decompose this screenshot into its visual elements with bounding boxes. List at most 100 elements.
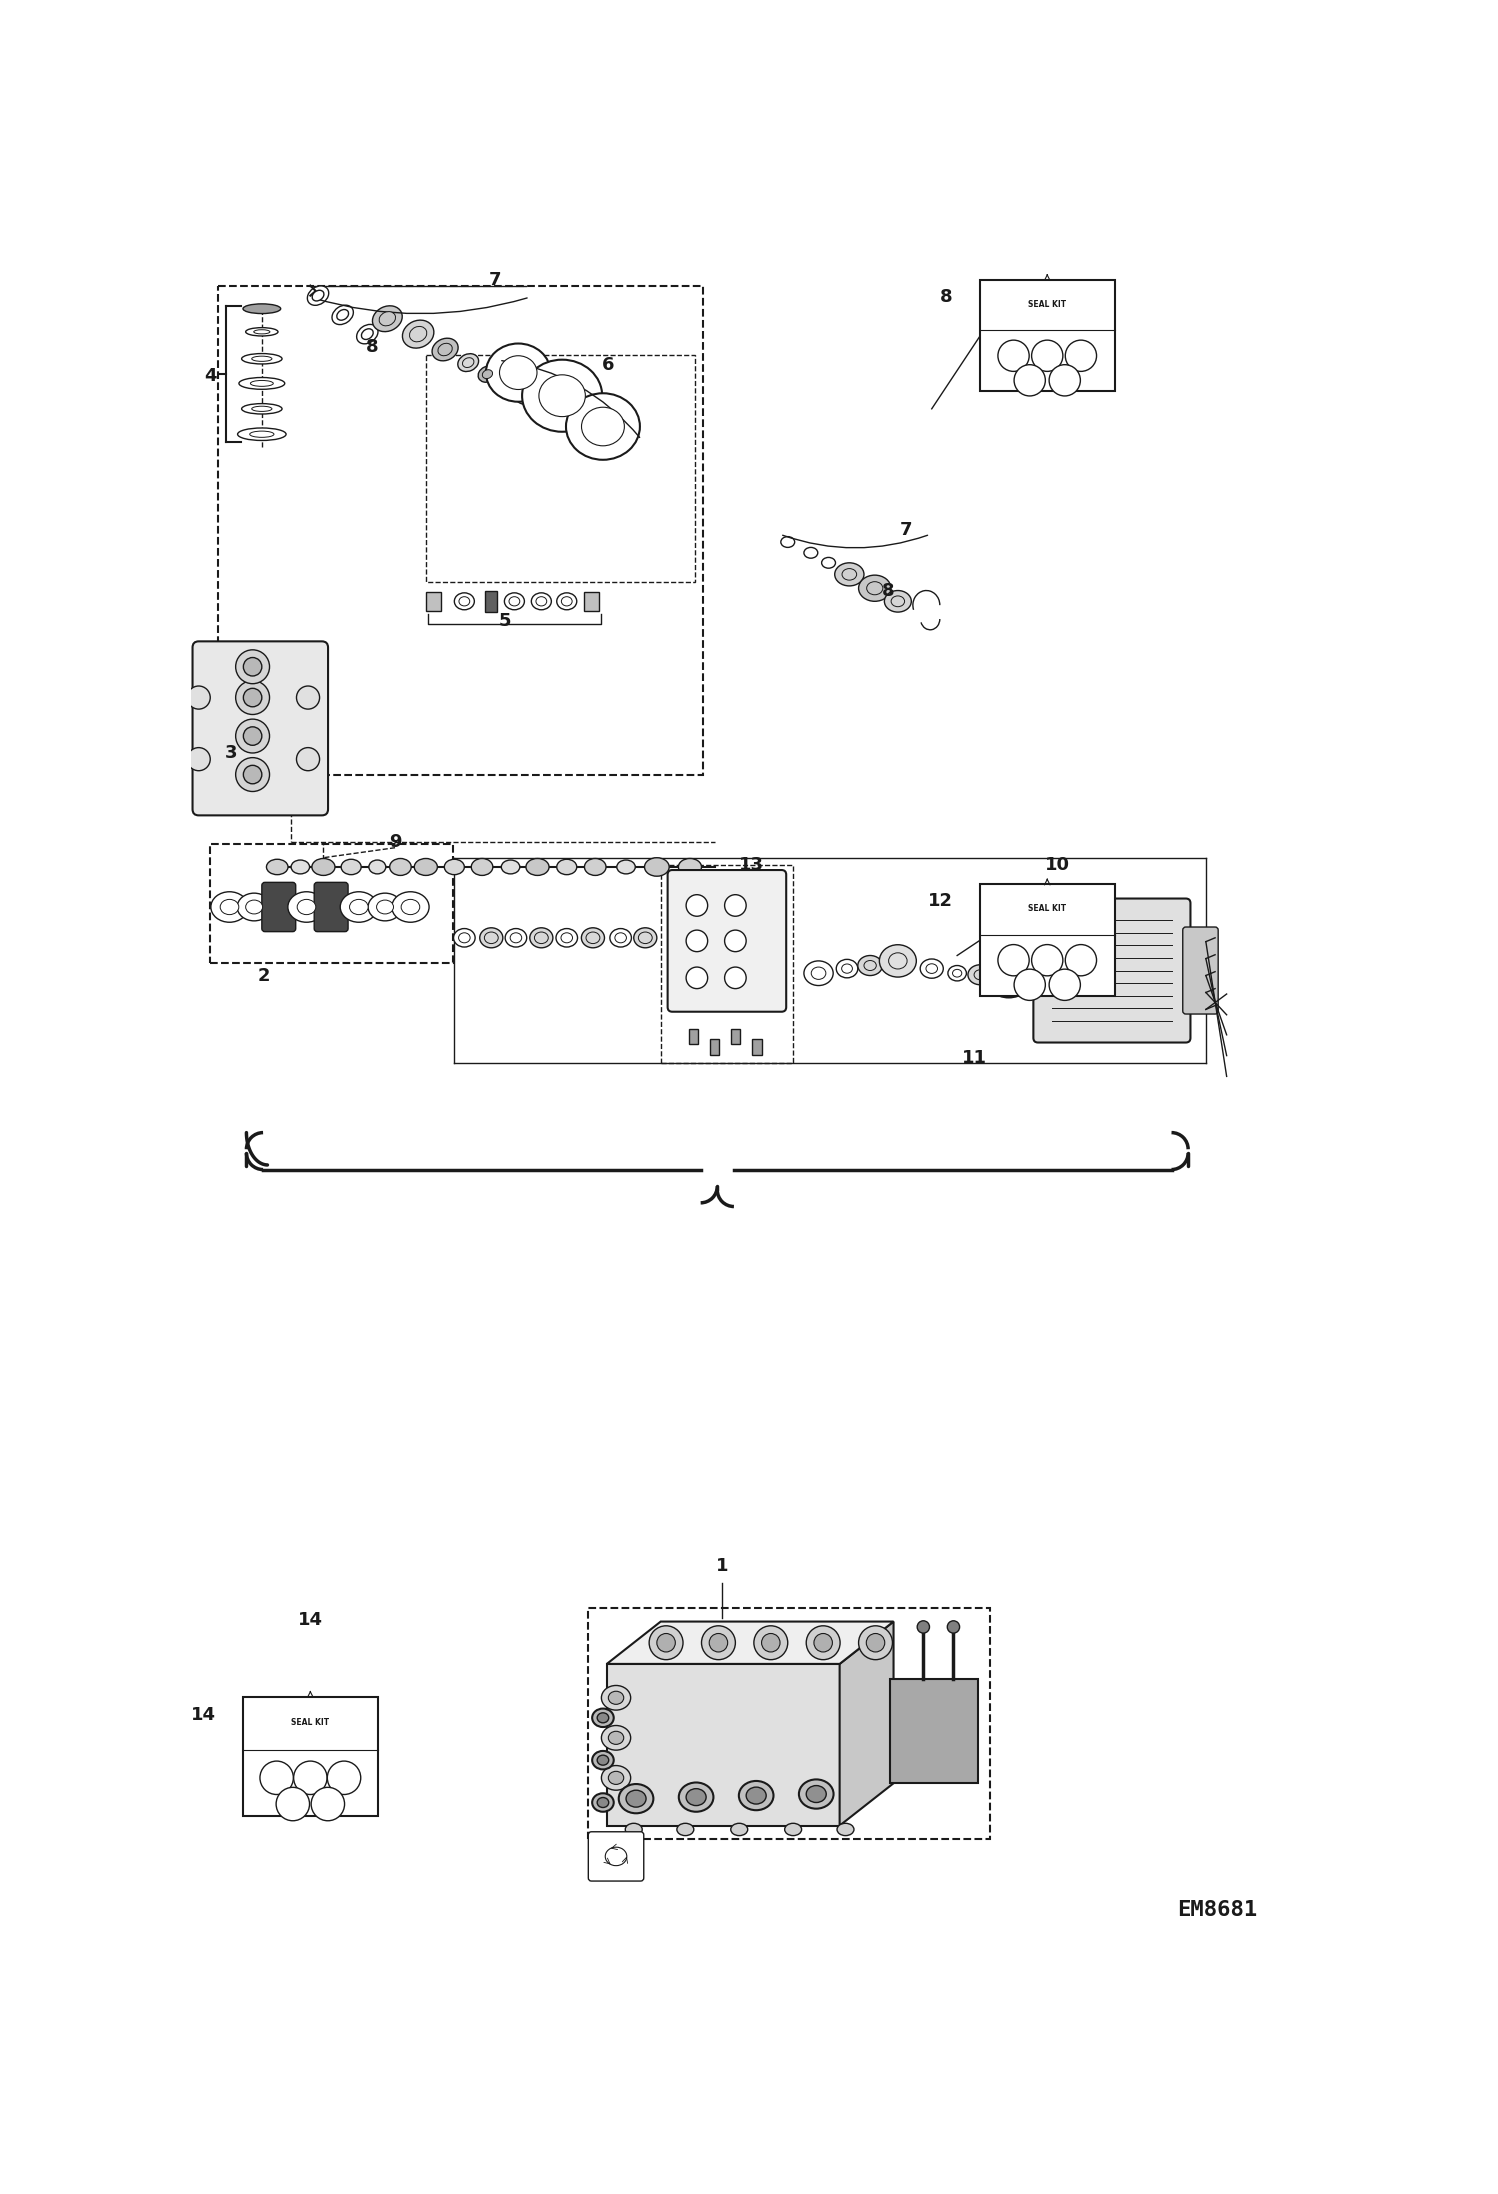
Circle shape <box>328 1762 361 1795</box>
Circle shape <box>947 1621 960 1632</box>
Ellipse shape <box>376 900 394 915</box>
Ellipse shape <box>634 928 656 948</box>
Circle shape <box>686 968 707 989</box>
Ellipse shape <box>246 900 262 915</box>
Circle shape <box>649 1626 683 1659</box>
Circle shape <box>917 1621 929 1632</box>
Ellipse shape <box>562 597 572 606</box>
Ellipse shape <box>485 344 551 402</box>
Ellipse shape <box>679 858 701 875</box>
Ellipse shape <box>458 353 478 371</box>
Ellipse shape <box>557 592 577 610</box>
Ellipse shape <box>619 1784 653 1812</box>
Text: 4: 4 <box>204 366 217 384</box>
Ellipse shape <box>333 305 354 325</box>
FancyBboxPatch shape <box>980 281 1115 391</box>
Ellipse shape <box>241 353 282 364</box>
Ellipse shape <box>458 597 470 606</box>
Text: 14: 14 <box>298 1610 324 1628</box>
Ellipse shape <box>601 1685 631 1709</box>
Ellipse shape <box>243 303 280 314</box>
Ellipse shape <box>837 1823 854 1836</box>
Ellipse shape <box>581 408 625 445</box>
Circle shape <box>866 1635 885 1652</box>
Ellipse shape <box>806 1786 827 1803</box>
Ellipse shape <box>598 1714 608 1722</box>
Text: 3: 3 <box>225 744 237 761</box>
Circle shape <box>858 1626 893 1659</box>
Ellipse shape <box>608 1771 623 1784</box>
Circle shape <box>656 1635 676 1652</box>
Ellipse shape <box>785 1823 801 1836</box>
Ellipse shape <box>842 568 857 579</box>
FancyBboxPatch shape <box>589 1832 644 1880</box>
Ellipse shape <box>948 965 966 981</box>
Ellipse shape <box>834 564 864 586</box>
Ellipse shape <box>369 893 401 921</box>
Ellipse shape <box>479 928 503 948</box>
Ellipse shape <box>252 406 273 412</box>
Circle shape <box>243 689 262 706</box>
Ellipse shape <box>463 358 473 369</box>
Circle shape <box>243 658 262 676</box>
Circle shape <box>701 1626 736 1659</box>
FancyBboxPatch shape <box>315 882 348 932</box>
Ellipse shape <box>625 1823 643 1836</box>
Ellipse shape <box>539 375 586 417</box>
Circle shape <box>725 930 746 952</box>
Text: 14: 14 <box>192 1705 216 1724</box>
Ellipse shape <box>586 932 599 943</box>
FancyBboxPatch shape <box>262 882 295 932</box>
Circle shape <box>806 1626 840 1659</box>
Text: 12: 12 <box>927 893 953 911</box>
Ellipse shape <box>864 961 876 970</box>
Ellipse shape <box>598 1797 608 1808</box>
Ellipse shape <box>523 360 602 432</box>
Ellipse shape <box>246 327 279 336</box>
Text: 7: 7 <box>899 520 912 540</box>
Ellipse shape <box>836 959 858 979</box>
Ellipse shape <box>369 860 386 873</box>
Ellipse shape <box>505 592 524 610</box>
Ellipse shape <box>584 858 607 875</box>
Ellipse shape <box>252 355 273 362</box>
Bar <box>584 592 599 610</box>
Ellipse shape <box>454 928 475 948</box>
Text: 8: 8 <box>366 338 379 355</box>
Bar <box>731 1029 740 1044</box>
FancyBboxPatch shape <box>668 871 786 1011</box>
Bar <box>485 590 497 612</box>
Circle shape <box>1014 970 1046 1000</box>
Ellipse shape <box>617 860 635 873</box>
Circle shape <box>686 895 707 917</box>
Circle shape <box>297 687 319 709</box>
Ellipse shape <box>361 329 373 340</box>
FancyBboxPatch shape <box>1183 928 1218 1014</box>
Ellipse shape <box>731 1823 748 1836</box>
FancyBboxPatch shape <box>980 884 1115 996</box>
Text: SEAL KIT: SEAL KIT <box>1028 301 1067 309</box>
Text: SEAL KIT: SEAL KIT <box>1028 904 1067 913</box>
Ellipse shape <box>746 1788 765 1803</box>
Text: SEAL KIT: SEAL KIT <box>291 1718 330 1727</box>
Ellipse shape <box>409 327 427 342</box>
Ellipse shape <box>401 900 419 915</box>
Circle shape <box>1065 946 1097 976</box>
Ellipse shape <box>858 957 882 976</box>
Ellipse shape <box>238 377 285 388</box>
Text: 6: 6 <box>602 355 614 373</box>
Ellipse shape <box>502 860 520 873</box>
Circle shape <box>243 726 262 746</box>
FancyBboxPatch shape <box>1034 900 1191 1042</box>
Text: 8: 8 <box>941 287 953 305</box>
Circle shape <box>998 946 1029 976</box>
Text: EM8681: EM8681 <box>1177 1900 1257 1920</box>
Ellipse shape <box>888 952 908 970</box>
Ellipse shape <box>337 309 349 320</box>
Ellipse shape <box>739 1782 773 1810</box>
Circle shape <box>235 757 270 792</box>
Ellipse shape <box>445 860 464 875</box>
Circle shape <box>709 1635 728 1652</box>
Ellipse shape <box>984 954 1032 998</box>
Circle shape <box>276 1788 310 1821</box>
